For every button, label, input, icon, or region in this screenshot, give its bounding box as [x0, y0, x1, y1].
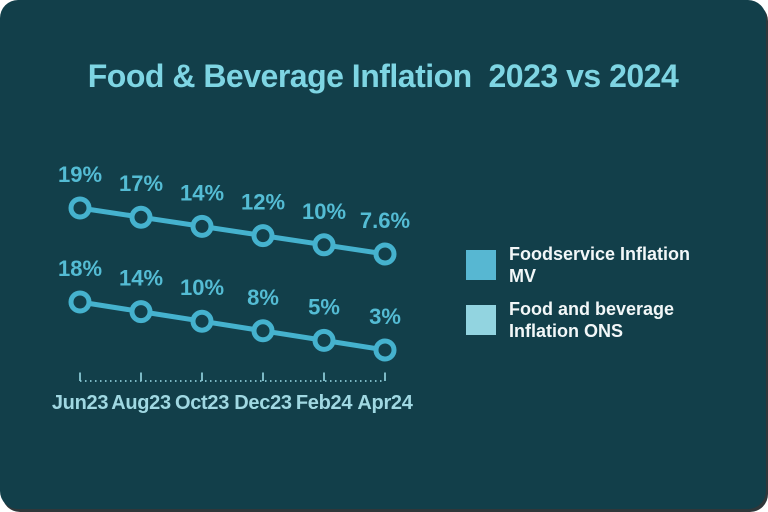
- x-axis-label: Oct23: [175, 392, 229, 414]
- x-axis-label: Dec23: [234, 392, 292, 414]
- data-point-marker: [312, 233, 336, 257]
- data-point-marker: [251, 224, 275, 248]
- data-point-marker: [129, 205, 153, 229]
- data-point-marker: [312, 328, 336, 352]
- data-point-label: 10%: [180, 275, 224, 300]
- x-axis-label: Jun23: [52, 392, 108, 414]
- chart-title: Food & Beverage Inflation 2023 vs 2024: [87, 58, 679, 94]
- legend-label-food-beverage-ons: Food and beverage Inflation ONS: [509, 299, 675, 341]
- legend-item-food-beverage-ons: Food and beverage Inflation ONS: [466, 298, 704, 342]
- data-point-marker: [68, 196, 92, 220]
- x-axis-label: Apr24: [357, 392, 413, 414]
- data-point-label: 14%: [180, 180, 224, 205]
- data-point-label: 19%: [58, 162, 102, 187]
- data-point-label: 12%: [241, 190, 285, 215]
- data-point-marker: [68, 290, 92, 314]
- legend-label-foodservice-mv: Foodservice Inflation MV: [509, 244, 691, 286]
- data-point-marker: [129, 300, 153, 324]
- data-point-marker: [190, 214, 214, 238]
- data-point-label: 10%: [302, 199, 346, 224]
- legend-item-foodservice-mv: Foodservice Inflation MV: [466, 243, 704, 287]
- data-point-label: 17%: [119, 171, 163, 196]
- data-point-label: 3%: [369, 304, 401, 329]
- data-point-label: 5%: [308, 294, 340, 319]
- data-point-label: 8%: [247, 285, 279, 310]
- data-point-label: 18%: [58, 256, 102, 281]
- legend-swatch-ons-icon: [466, 305, 496, 335]
- x-axis-label: Aug23: [111, 392, 171, 414]
- x-axis-label: Feb24: [296, 392, 353, 414]
- data-point-marker: [373, 242, 397, 266]
- data-point-marker: [373, 338, 397, 362]
- data-point-label: 7.6%: [360, 208, 410, 233]
- data-point-marker: [251, 319, 275, 343]
- data-point-marker: [190, 309, 214, 333]
- data-point-label: 14%: [119, 266, 163, 291]
- legend-swatch-mv-icon: [466, 250, 496, 280]
